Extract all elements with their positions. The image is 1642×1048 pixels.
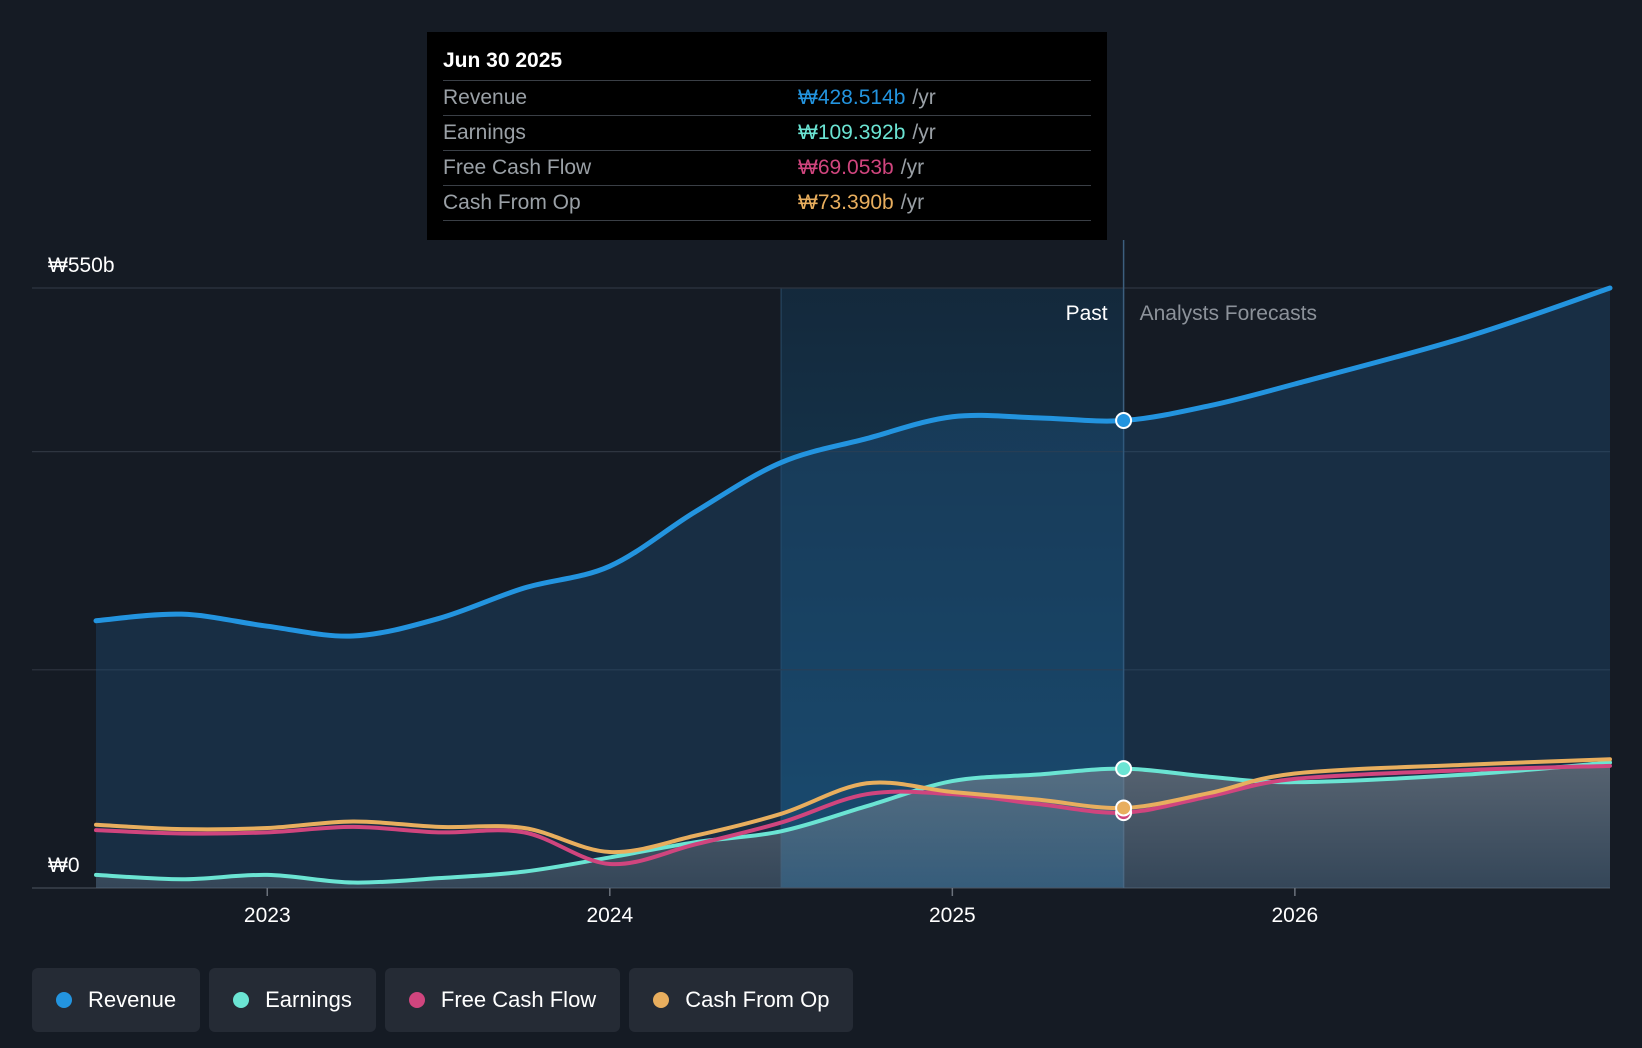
revenue-line bbox=[93, 285, 1613, 639]
tooltip-unit: /yr bbox=[900, 191, 925, 214]
revenue-marker bbox=[1115, 412, 1133, 430]
x-tick-label: 2025 bbox=[929, 904, 976, 927]
legend-label: Revenue bbox=[88, 987, 177, 1012]
revenue-area bbox=[96, 288, 1610, 888]
tooltip-label: Earnings bbox=[443, 121, 526, 144]
legend-dot-icon bbox=[653, 992, 670, 1008]
earnings-area bbox=[96, 762, 1610, 888]
legend-dot-icon bbox=[233, 992, 250, 1008]
tooltip-row-cash-from-op: Cash From Op ₩73.390b /yr bbox=[443, 185, 1091, 221]
tooltip-date: Jun 30 2025 bbox=[443, 49, 563, 72]
past-label: Past bbox=[1066, 302, 1108, 325]
legend-item-earnings[interactable]: Earnings bbox=[209, 968, 376, 1032]
tooltip-label: Cash From Op bbox=[443, 191, 581, 214]
tooltip-value: ₩73.390b bbox=[798, 191, 894, 214]
earnings-marker bbox=[1115, 760, 1133, 778]
legend-label: Earnings bbox=[265, 987, 352, 1012]
x-tick-label: 2023 bbox=[244, 904, 291, 927]
legend-item-cash-from-op[interactable]: Cash From Op bbox=[629, 968, 854, 1032]
tooltip-label: Revenue bbox=[443, 86, 528, 109]
tooltip-unit: /yr bbox=[900, 156, 925, 179]
tooltip-label: Free Cash Flow bbox=[443, 156, 592, 179]
tooltip-unit: /yr bbox=[912, 121, 936, 144]
legend-label: Free Cash Flow bbox=[440, 987, 597, 1012]
free-cash-flow-line bbox=[94, 763, 1612, 867]
legend-item-free-cash-flow[interactable]: Free Cash Flow bbox=[384, 968, 621, 1032]
tooltip: Jun 30 2025 Revenue ₩428.514b /yr Earnin… bbox=[427, 32, 1107, 240]
x-tick-label: 2026 bbox=[1272, 904, 1319, 927]
legend-label: Cash From Op bbox=[685, 987, 830, 1012]
tooltip-row-earnings: Earnings ₩109.392b /yr bbox=[443, 115, 1091, 150]
forecast-label: Analysts Forecasts bbox=[1140, 302, 1317, 325]
legend-dot-icon bbox=[56, 992, 72, 1008]
legend-dot-icon bbox=[408, 992, 425, 1008]
y-axis-bottom-label: ₩0 bbox=[48, 854, 80, 877]
x-tick-label: 2024 bbox=[586, 904, 633, 927]
tooltip-value: ₩109.392b bbox=[798, 121, 906, 144]
y-axis-top-label: ₩550b bbox=[48, 254, 115, 277]
cash-from-op-line bbox=[94, 757, 1612, 855]
tooltip-value: ₩69.053b bbox=[798, 156, 894, 179]
tooltip-row-revenue: Revenue ₩428.514b /yr bbox=[443, 80, 1091, 115]
tooltip-unit: /yr bbox=[912, 86, 936, 109]
tooltip-value: ₩428.514b bbox=[798, 86, 906, 109]
tooltip-row-free-cash-flow: Free Cash Flow ₩69.053b /yr bbox=[443, 150, 1091, 185]
legend: Revenue Earnings Free Cash Flow Cash Fro… bbox=[32, 968, 854, 1032]
cash-from-op-marker bbox=[1115, 799, 1133, 817]
legend-item-revenue[interactable]: Revenue bbox=[32, 968, 201, 1032]
